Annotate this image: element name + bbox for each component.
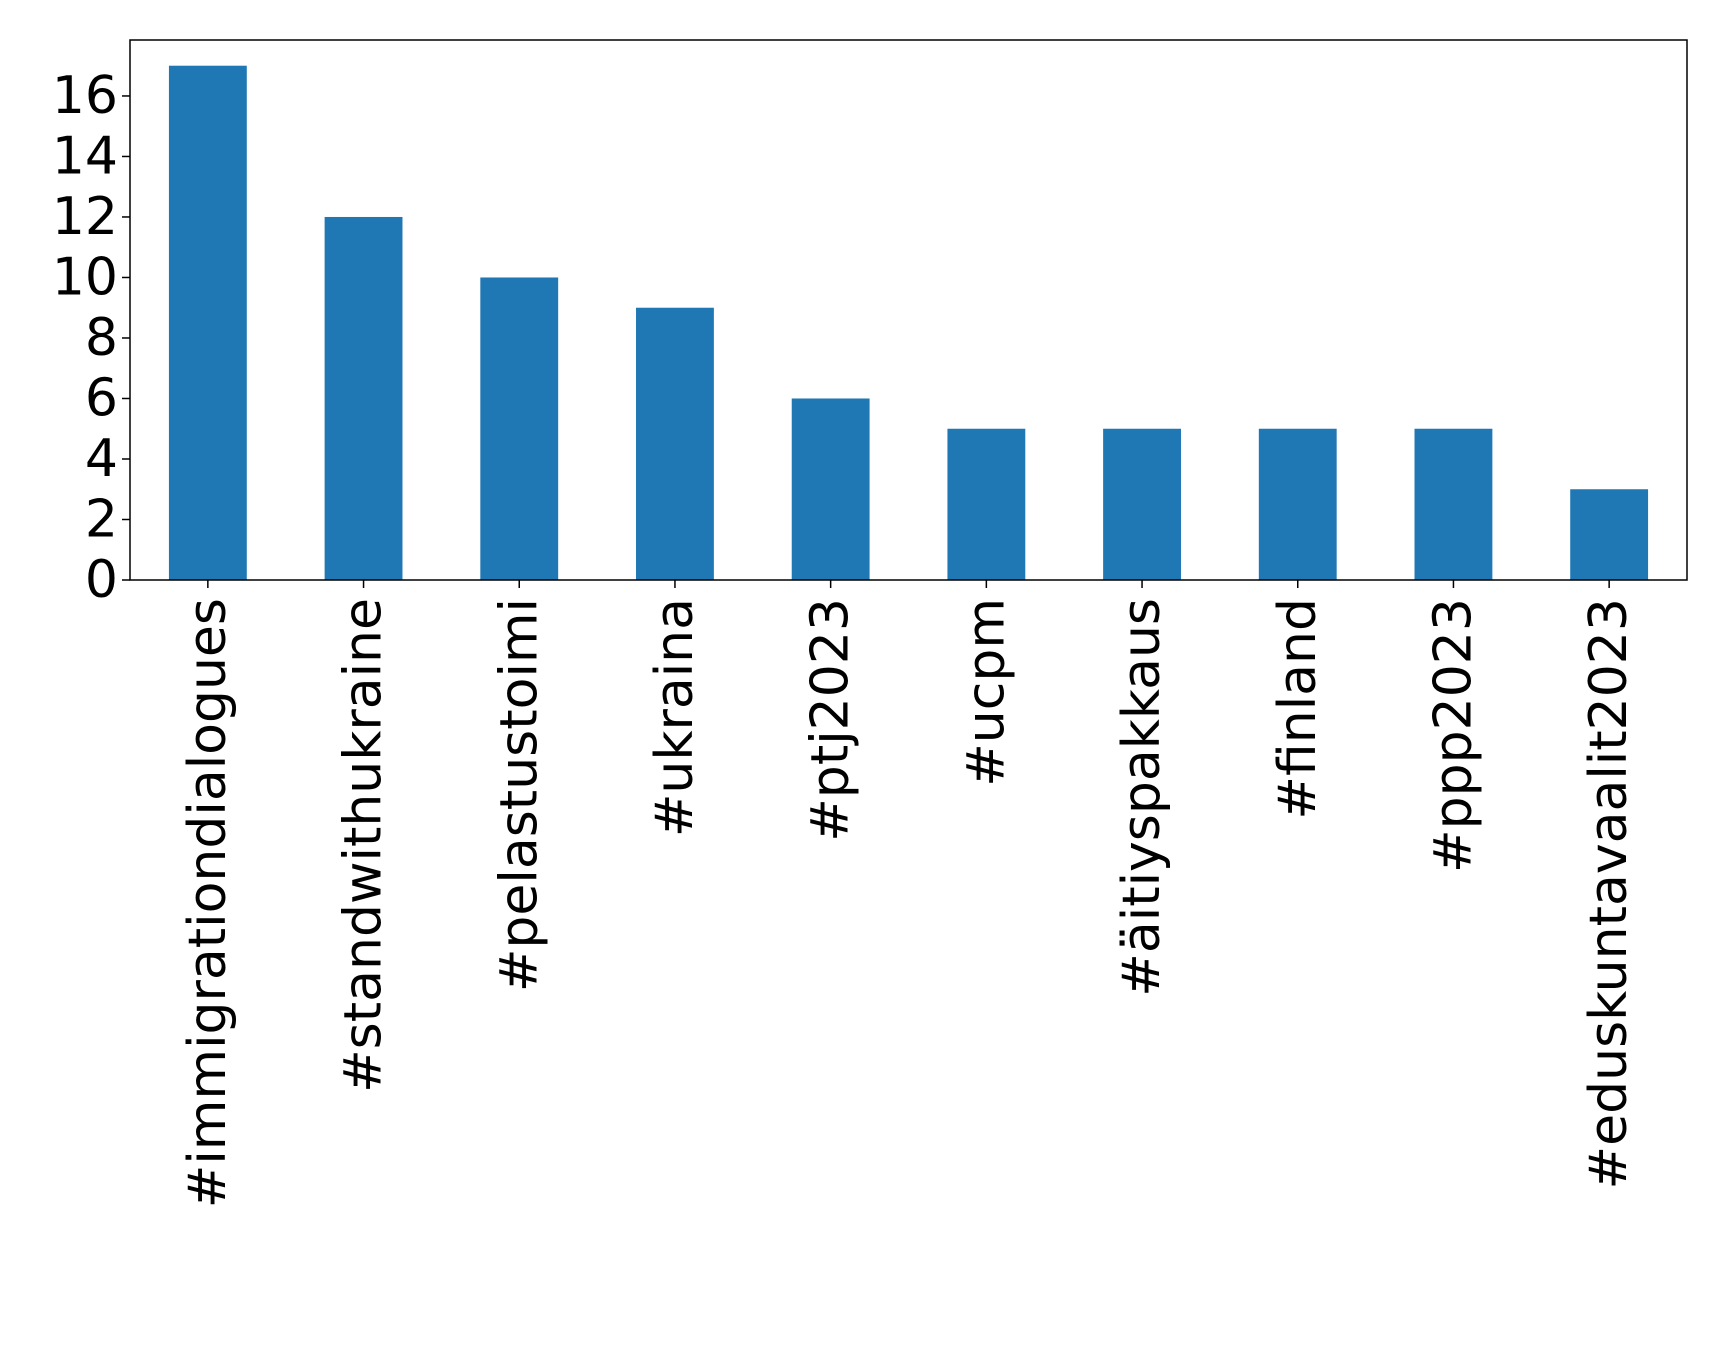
bar [1414,428,1493,580]
bar [947,428,1026,580]
bar [480,277,559,580]
bar [636,307,714,580]
x-tick-label: #ptj2023 [801,598,861,842]
bar [168,65,247,580]
y-tick-label: 0 [85,550,118,610]
x-tick-label: #immigrationdialogues [178,598,238,1208]
y-tick-label: 16 [52,66,118,126]
y-tick-label: 4 [85,429,118,489]
bar [1570,489,1649,580]
x-axis: #immigrationdialogues #standwithukraine #p… [178,580,1639,1208]
y-tick-label: 14 [52,126,118,186]
bar [1258,428,1337,580]
plot-frame [129,39,1688,581]
x-tick-label: #ukraina [645,598,705,837]
y-tick-label: 2 [85,490,118,550]
bar [791,398,870,580]
x-tick-label: #standwithukraine [334,598,394,1093]
x-tick-label: #pelastustoimi [489,598,549,992]
y-tick-label: 10 [52,247,118,307]
x-tick-label: #ucpm [956,598,1016,787]
y-tick-label: 12 [52,187,118,247]
bar [1103,428,1181,580]
x-tick-label: #eduskuntavaalit2023 [1579,598,1639,1189]
x-tick-label: #finland [1268,598,1328,820]
bars-group [168,65,1649,580]
x-tick-label: #ppp2023 [1423,598,1483,873]
y-tick-label: 8 [85,308,118,368]
bar [324,216,403,580]
x-tick-label: #äitiyspakkaus [1112,598,1172,997]
y-tick-label: 6 [85,368,118,428]
